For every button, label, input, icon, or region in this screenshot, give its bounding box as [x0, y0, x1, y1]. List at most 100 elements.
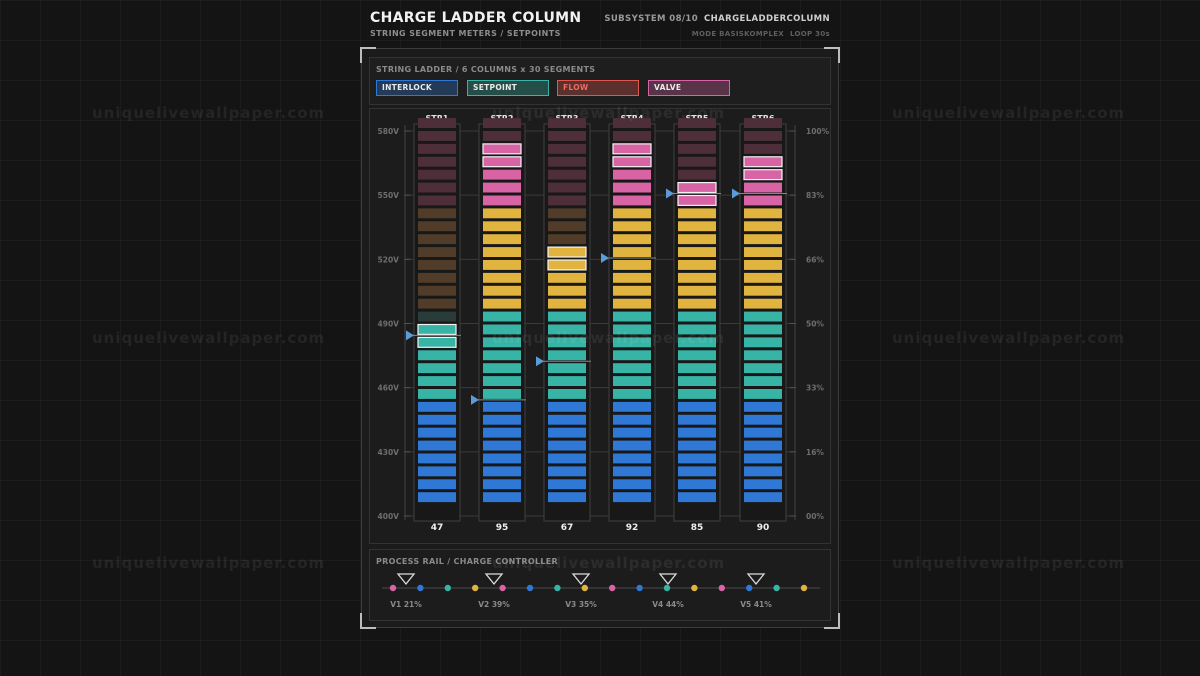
legend-chip-valve[interactable]: VALVE — [648, 80, 730, 96]
segment — [483, 169, 521, 180]
segment — [678, 427, 716, 438]
segment — [678, 298, 716, 309]
legend-chip-flow[interactable]: FLOW — [557, 80, 639, 96]
segment — [483, 208, 521, 219]
segment — [613, 440, 651, 451]
column-value: 95 — [496, 523, 509, 533]
segment — [418, 285, 456, 296]
segment — [678, 311, 716, 322]
valve-label: V5 41% — [740, 600, 772, 609]
segment — [418, 195, 456, 206]
segment — [613, 401, 651, 412]
segment — [548, 272, 586, 283]
rail-node — [636, 584, 643, 592]
segment — [613, 260, 651, 270]
column-value: 85 — [691, 523, 704, 533]
valve-icon — [484, 573, 504, 586]
legend-chip-setpoint[interactable]: SETPOINT — [467, 80, 549, 96]
segment — [613, 376, 651, 386]
segment — [548, 427, 586, 438]
segment — [744, 285, 782, 296]
segment — [483, 350, 521, 361]
valve-icon — [658, 573, 678, 586]
segment — [744, 118, 782, 128]
segment — [483, 453, 521, 464]
segment — [548, 131, 586, 141]
segment — [418, 182, 456, 193]
segment — [548, 324, 586, 335]
segment — [613, 195, 651, 206]
segment — [678, 466, 716, 477]
setpoint-marker — [406, 330, 414, 341]
segment — [418, 260, 456, 270]
segment — [548, 221, 586, 232]
segment — [744, 260, 782, 270]
segment — [743, 156, 783, 168]
segment — [678, 234, 716, 245]
left-axis-label: 550V — [378, 191, 400, 200]
segment — [418, 389, 456, 399]
segment — [678, 272, 716, 283]
segment — [613, 298, 651, 309]
segment — [482, 143, 522, 155]
rail-node — [691, 584, 698, 592]
system-id: CHARGELADDERCOLUMN — [704, 14, 830, 24]
segment — [744, 131, 782, 141]
segment — [418, 401, 456, 412]
rail-node — [389, 584, 397, 592]
segment — [418, 453, 456, 464]
segment — [744, 195, 782, 206]
segment — [418, 440, 456, 451]
legend-chip-interlock[interactable]: INTERLOCK — [376, 80, 458, 96]
segment — [483, 131, 521, 141]
segment — [744, 453, 782, 464]
segment — [548, 143, 586, 154]
rail-node — [609, 584, 616, 592]
segment — [548, 466, 586, 477]
segment — [483, 298, 521, 309]
setpoint-marker — [536, 356, 544, 367]
segment — [483, 401, 521, 412]
segment — [483, 363, 521, 374]
segment — [678, 401, 716, 412]
segment — [418, 311, 456, 322]
segment — [483, 427, 521, 438]
segment — [678, 118, 716, 128]
segment — [613, 427, 651, 438]
segment — [483, 479, 521, 490]
segment — [744, 208, 782, 219]
right-axis-label: 50% — [806, 320, 824, 329]
valve-label: V1 21% — [390, 600, 422, 609]
segment — [613, 363, 651, 374]
segment — [483, 337, 521, 348]
segment — [418, 414, 456, 425]
right-axis-label: 16% — [806, 448, 824, 457]
segment — [678, 453, 716, 464]
segment — [418, 350, 456, 361]
legend-title: STRING LADDER / 6 COLUMNS x 30 SEGMENTS — [376, 65, 596, 74]
rail-node — [417, 584, 424, 592]
right-axis-label: 66% — [806, 255, 824, 264]
segment — [613, 337, 651, 348]
segment — [548, 350, 586, 361]
mode-label: MODE BASISKOMPLEX — [691, 30, 784, 38]
segment — [483, 285, 521, 296]
segment — [548, 298, 586, 309]
segment — [613, 389, 651, 399]
rail-node — [499, 584, 506, 592]
rail-node — [472, 584, 479, 592]
segment — [744, 427, 782, 438]
segment — [612, 143, 652, 155]
segment — [613, 234, 651, 245]
segment — [417, 336, 457, 348]
rail-node — [773, 584, 780, 592]
segment — [613, 479, 651, 490]
segment — [483, 492, 521, 503]
segment — [548, 401, 586, 412]
segment — [483, 324, 521, 335]
rail-node — [800, 584, 808, 592]
segment — [613, 208, 651, 219]
segment — [678, 376, 716, 386]
segment — [418, 247, 456, 257]
